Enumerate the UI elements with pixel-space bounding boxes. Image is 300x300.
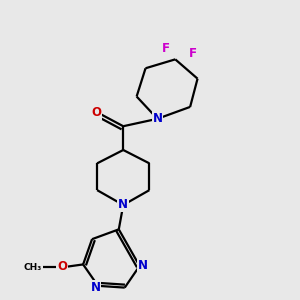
Text: N: N <box>91 281 100 294</box>
Text: F: F <box>162 42 170 55</box>
Text: N: N <box>118 199 128 212</box>
Text: O: O <box>92 106 101 119</box>
Text: N: N <box>138 260 148 272</box>
Text: CH₃: CH₃ <box>24 263 42 272</box>
Text: O: O <box>57 260 67 273</box>
Text: F: F <box>188 47 196 61</box>
Text: N: N <box>152 112 162 125</box>
